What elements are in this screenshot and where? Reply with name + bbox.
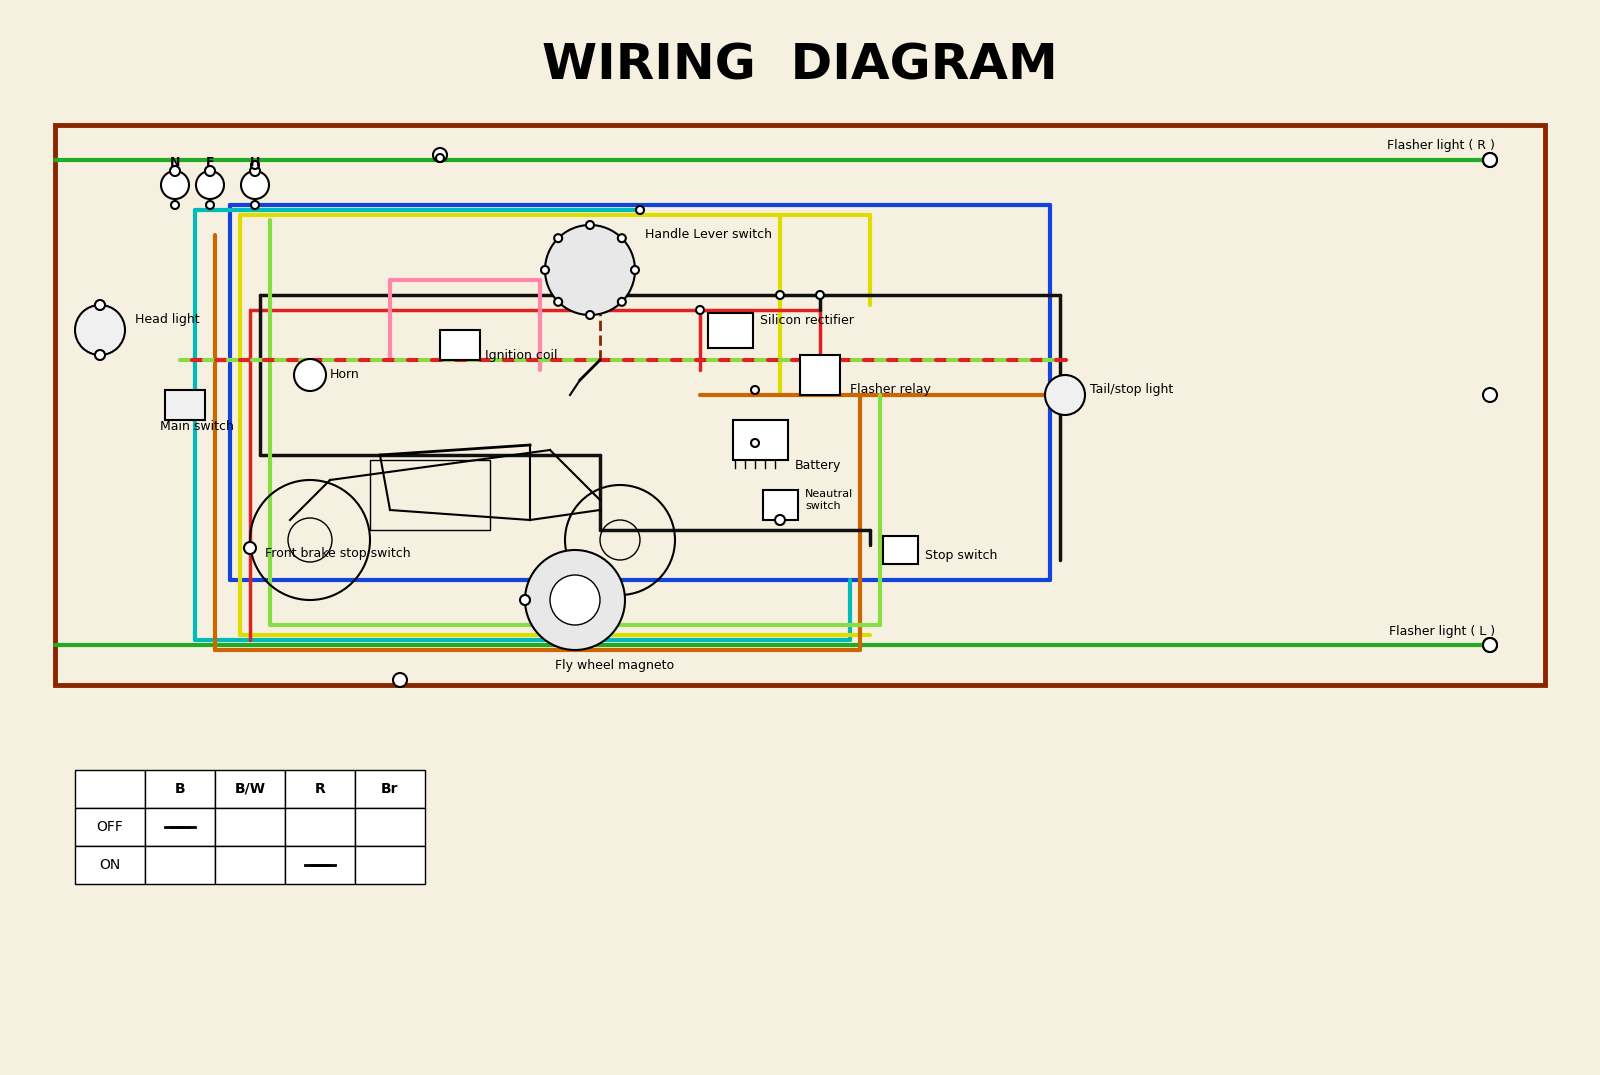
Bar	[214, 808, 285, 846]
Circle shape	[1045, 375, 1085, 415]
Text: ON: ON	[99, 858, 120, 872]
Text: Ignition coil: Ignition coil	[485, 348, 557, 361]
Circle shape	[1483, 388, 1498, 402]
Circle shape	[205, 166, 214, 176]
Text: H: H	[250, 157, 261, 170]
Circle shape	[554, 298, 562, 305]
Text: Head light: Head light	[134, 314, 200, 327]
Bar	[285, 846, 355, 884]
Circle shape	[158, 821, 171, 833]
Text: Fly wheel magneto: Fly wheel magneto	[555, 659, 674, 672]
Circle shape	[630, 266, 638, 274]
Circle shape	[94, 300, 106, 310]
Circle shape	[394, 673, 406, 687]
Circle shape	[618, 234, 626, 242]
Bar	[370, 460, 490, 530]
Text: N: N	[170, 157, 181, 170]
Circle shape	[162, 171, 189, 199]
Text: Stop switch: Stop switch	[925, 548, 997, 561]
Bar	[707, 313, 752, 347]
Circle shape	[525, 550, 626, 650]
Circle shape	[206, 201, 214, 209]
Circle shape	[618, 298, 626, 305]
Bar	[440, 330, 480, 360]
Text: WIRING  DIAGRAM: WIRING DIAGRAM	[542, 41, 1058, 89]
Bar	[214, 770, 285, 808]
Circle shape	[550, 575, 600, 625]
Circle shape	[75, 305, 125, 355]
Bar	[165, 390, 205, 420]
Circle shape	[586, 311, 594, 319]
Text: Front brake stop switch: Front brake stop switch	[266, 546, 411, 559]
Circle shape	[520, 594, 530, 605]
Bar	[146, 846, 214, 884]
Circle shape	[251, 161, 259, 169]
Circle shape	[299, 859, 310, 871]
Bar	[214, 846, 285, 884]
Bar	[355, 808, 426, 846]
Circle shape	[195, 171, 224, 199]
Bar	[146, 808, 214, 846]
Text: Flasher relay: Flasher relay	[850, 384, 931, 397]
Text: Neautral
switch: Neautral switch	[805, 489, 853, 511]
Text: F: F	[206, 157, 214, 170]
Text: Handle Lever switch: Handle Lever switch	[645, 229, 771, 242]
Bar	[75, 770, 146, 808]
Circle shape	[696, 306, 704, 314]
Circle shape	[774, 515, 786, 525]
Circle shape	[637, 206, 643, 214]
Circle shape	[546, 225, 635, 315]
Circle shape	[171, 201, 179, 209]
Text: Battery: Battery	[795, 459, 842, 472]
Text: Flasher light ( R ): Flasher light ( R )	[1387, 139, 1494, 152]
Text: Silicon rectifier: Silicon rectifier	[760, 314, 854, 327]
Text: Flasher light ( L ): Flasher light ( L )	[1389, 626, 1494, 639]
Circle shape	[434, 148, 446, 162]
Text: R: R	[315, 782, 325, 796]
Circle shape	[1483, 153, 1498, 167]
Bar	[75, 808, 146, 846]
Circle shape	[435, 154, 445, 162]
Text: Horn: Horn	[330, 369, 360, 382]
Text: OFF: OFF	[96, 820, 123, 834]
Bar	[355, 846, 426, 884]
Circle shape	[170, 166, 179, 176]
Circle shape	[243, 542, 256, 554]
Circle shape	[242, 171, 269, 199]
Circle shape	[251, 201, 259, 209]
Circle shape	[250, 166, 259, 176]
Bar	[285, 808, 355, 846]
Circle shape	[330, 859, 341, 871]
Bar	[883, 536, 917, 564]
Circle shape	[750, 386, 758, 395]
Circle shape	[750, 439, 758, 447]
Bar	[146, 770, 214, 808]
Text: B: B	[174, 782, 186, 796]
Circle shape	[94, 350, 106, 360]
Circle shape	[816, 291, 824, 299]
Circle shape	[1483, 153, 1498, 167]
Circle shape	[294, 359, 326, 391]
Bar	[733, 420, 787, 460]
Text: B/W: B/W	[235, 782, 266, 796]
Bar	[800, 355, 840, 395]
Circle shape	[1483, 637, 1498, 653]
Text: Br: Br	[381, 782, 398, 796]
Circle shape	[189, 821, 202, 833]
Circle shape	[776, 291, 784, 299]
Bar	[355, 770, 426, 808]
Circle shape	[586, 221, 594, 229]
Bar	[285, 770, 355, 808]
Circle shape	[554, 234, 562, 242]
Bar	[763, 490, 797, 520]
Circle shape	[1483, 637, 1498, 653]
Text: Main switch: Main switch	[160, 420, 234, 433]
Bar	[54, 125, 1546, 685]
Bar	[75, 846, 146, 884]
Circle shape	[541, 266, 549, 274]
Text: Tail/stop light: Tail/stop light	[1090, 384, 1173, 397]
